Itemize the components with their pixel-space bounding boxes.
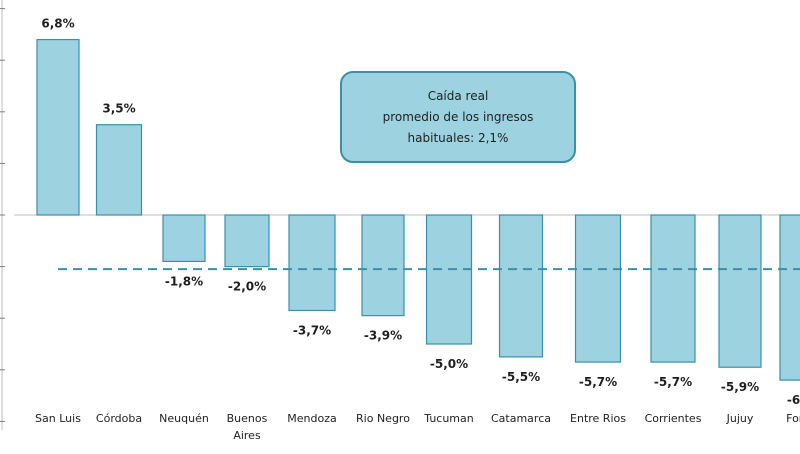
bar-corrientes — [650, 214, 696, 363]
value-label: -1,8% — [165, 274, 203, 288]
bar-form — [779, 214, 800, 381]
value-label: -5,5% — [502, 370, 540, 384]
bar-rio-negro — [361, 214, 405, 317]
callout-line-1: Caída real — [428, 89, 489, 103]
value-label: -5,7% — [579, 375, 617, 389]
value-label: 3,5% — [102, 102, 135, 116]
category-label: Buenos Aires — [227, 412, 268, 442]
category-label: Entre Rios — [570, 412, 626, 425]
bar-jujuy — [718, 214, 762, 368]
category-label: Corrientes — [645, 412, 702, 425]
value-label: -5,0% — [430, 357, 468, 371]
value-label: 6,8% — [41, 17, 74, 31]
category-label: San Luis — [35, 412, 81, 425]
bar-catamarca — [498, 214, 544, 358]
category-label: Tucuman — [423, 412, 473, 425]
value-label: -3,7% — [293, 323, 331, 337]
bars-layer — [36, 38, 800, 381]
category-label: Mendoza — [287, 412, 336, 425]
category-label: Catamarca — [491, 412, 551, 425]
value-label: -2,0% — [228, 280, 266, 294]
bar-neuqu-n — [162, 214, 206, 263]
callout-line-2: promedio de los ingresos — [383, 110, 534, 124]
callout: Caída real promedio de los ingresos habi… — [340, 71, 576, 163]
callout-box — [340, 71, 576, 163]
bar-san-luis — [36, 38, 80, 216]
category-label: Neuquén — [159, 412, 209, 425]
bar-c-rdoba — [95, 124, 143, 216]
bar-tucuman — [425, 214, 473, 345]
value-label: -5,7% — [654, 375, 692, 389]
value-label: -6,4 — [787, 393, 800, 407]
value-label: -5,9% — [721, 380, 759, 394]
bar-buenos-aires — [224, 214, 270, 268]
labels-layer: 6,8% San Luis 3,5% Córdoba -1,8% Neuquén -2,0%… — [35, 17, 800, 442]
value-label: -3,9% — [364, 329, 402, 343]
category-label: Córdoba — [96, 412, 142, 425]
bar-mendoza — [288, 214, 336, 312]
category-label: Form — [786, 412, 800, 425]
category-label: Rio Negro — [356, 412, 410, 425]
category-label: Jujuy — [726, 412, 754, 425]
callout-line-3: habituales: 2,1% — [408, 131, 509, 145]
bar-entre-rios — [574, 214, 622, 363]
